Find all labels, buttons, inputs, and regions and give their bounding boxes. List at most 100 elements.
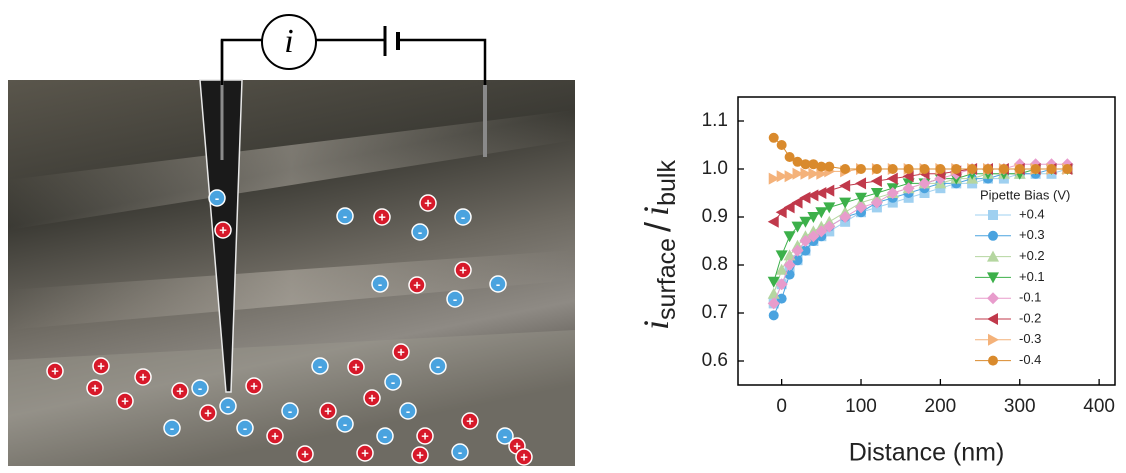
marker (775, 263, 788, 275)
x-axis-label: Distance (nm) (849, 439, 1005, 467)
cation-circle (116, 392, 134, 410)
anion-sign: - (288, 403, 292, 418)
cation-circle (347, 358, 365, 376)
legend-label: -0.1 (1019, 290, 1041, 305)
microscope-image (8, 40, 575, 466)
marker (776, 170, 788, 183)
anion-circle (454, 208, 472, 226)
anion-circle (163, 419, 181, 437)
marker (800, 245, 811, 256)
cation-sign: + (513, 438, 521, 453)
marker (799, 191, 811, 204)
cation-sign: + (91, 380, 99, 395)
marker (823, 202, 836, 214)
anion-sign: - (436, 358, 440, 373)
marker (967, 164, 978, 174)
cation-circle (214, 221, 232, 239)
x-tick-label: 0 (776, 396, 787, 417)
anion-sign: - (458, 444, 462, 459)
cation-sign: + (397, 344, 405, 359)
cation-sign: + (361, 445, 369, 460)
anion-sign: - (378, 276, 382, 291)
cation-sign: + (219, 222, 227, 237)
cation-circle (92, 357, 110, 375)
anion-circle (376, 427, 394, 445)
y-tick-label: 0.7 (702, 302, 728, 323)
marker (784, 152, 795, 162)
marker (983, 164, 994, 174)
cation-sign: + (413, 277, 421, 292)
anion-circle (336, 207, 354, 225)
marker (951, 164, 962, 174)
marker (768, 310, 779, 321)
y-label-part: / (637, 222, 678, 232)
marker (1062, 164, 1073, 174)
y-label-part: surface (653, 238, 681, 320)
anion-sign: - (496, 276, 500, 291)
cation-circle (515, 448, 533, 466)
anion-sign: - (406, 403, 410, 418)
marker (987, 272, 999, 284)
cation-sign: + (466, 413, 474, 428)
cation-circle (419, 194, 437, 212)
x-tick-label: 400 (1083, 396, 1115, 417)
anion-sign: - (391, 374, 395, 389)
marker (792, 255, 803, 266)
marker (919, 164, 930, 174)
y-label-part: i (636, 320, 676, 330)
marker (776, 140, 787, 150)
marker (768, 172, 780, 185)
marker (815, 187, 827, 199)
cation-circle (408, 276, 426, 294)
cation-circle (416, 427, 434, 445)
marker (808, 159, 819, 170)
y-label-part: i (636, 206, 676, 216)
anion-circle (281, 402, 299, 420)
marker (823, 220, 836, 233)
marker (799, 235, 812, 247)
marker (800, 159, 811, 170)
cation-sign: + (250, 378, 258, 393)
marker (988, 355, 998, 366)
cation-sign: + (271, 428, 279, 443)
anion-circle (411, 223, 429, 241)
marker (871, 164, 882, 174)
marker (792, 167, 804, 180)
cation-sign: + (176, 383, 184, 398)
y-tick-label: 0.8 (702, 254, 728, 275)
marker (1014, 164, 1025, 174)
marker (935, 164, 946, 174)
ammeter (261, 14, 317, 70)
cation-sign: + (368, 390, 376, 405)
marker (791, 221, 804, 233)
x-tick-label: 300 (1004, 396, 1036, 417)
circuit: i (220, 14, 487, 85)
cation-sign: + (520, 449, 528, 464)
cation-circle (411, 446, 429, 464)
marker (783, 231, 796, 243)
cation-circle (199, 404, 217, 422)
marker (870, 175, 882, 187)
marker (783, 259, 796, 271)
anion-circle (451, 443, 469, 461)
marker (783, 249, 796, 261)
anion-circle (219, 397, 237, 415)
cation-sign: + (51, 363, 59, 378)
marker (824, 161, 835, 172)
marker (815, 225, 828, 238)
marker (815, 207, 828, 219)
marker (987, 292, 999, 305)
y-tick-label: 0.6 (702, 350, 728, 371)
anion-circle (446, 290, 464, 308)
cation-sign: + (424, 195, 432, 210)
marker (775, 206, 787, 219)
legend-label: +0.2 (1019, 248, 1045, 263)
anion-sign: - (318, 358, 322, 373)
anion-circle (236, 419, 254, 437)
x-tick-label: 100 (845, 396, 877, 417)
cation-circle (373, 208, 391, 226)
marker (988, 210, 998, 220)
cation-circle (319, 402, 337, 420)
